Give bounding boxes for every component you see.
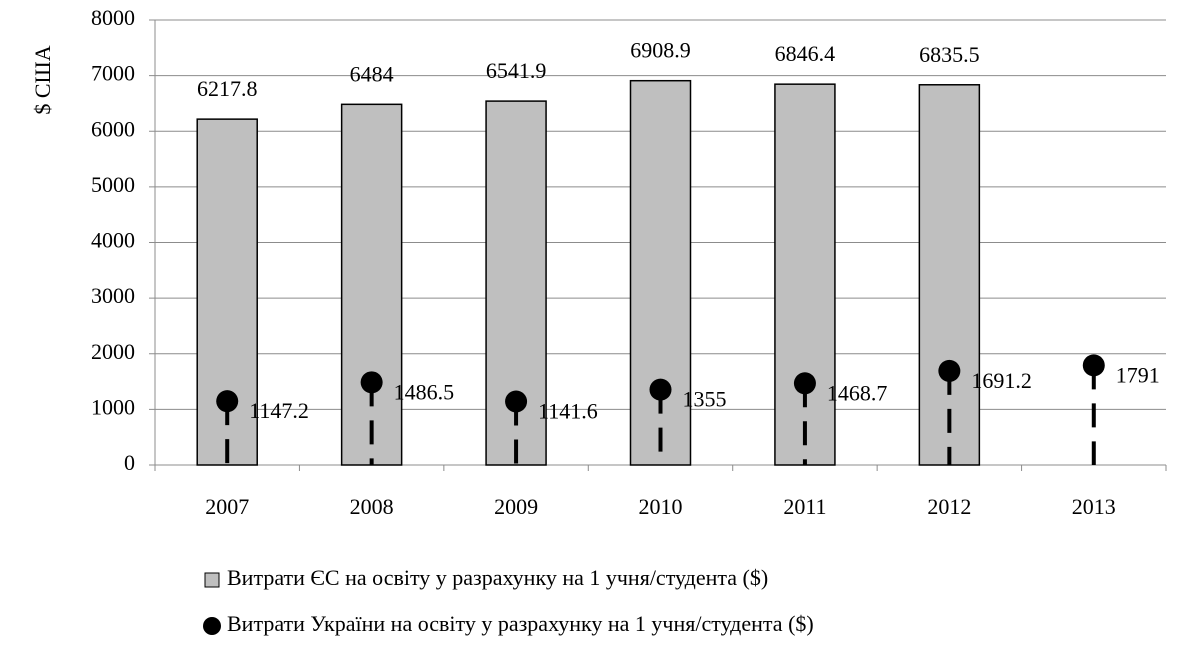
- x-tick-label: 2013: [1072, 494, 1116, 519]
- bar: [340, 103, 403, 466]
- data-label: 6541.9: [486, 58, 547, 83]
- bar: [774, 83, 836, 466]
- y-axis-label: $ США: [30, 45, 55, 114]
- dot: [216, 390, 239, 413]
- data-label: 1468.7: [827, 380, 888, 405]
- y-tick-label: 8000: [91, 5, 135, 30]
- bar: [629, 79, 692, 466]
- data-label: 6484: [350, 61, 394, 86]
- data-label: 1691.2: [971, 368, 1032, 393]
- legend-label: Витрати України на освіту у разрахунку н…: [227, 611, 814, 636]
- legend-swatch: [203, 617, 221, 635]
- data-label: 1486.5: [394, 379, 455, 404]
- x-tick-label: 2009: [494, 494, 538, 519]
- data-label: 1141.6: [538, 399, 598, 424]
- dot: [505, 390, 528, 413]
- data-label: 6908.9: [630, 38, 691, 63]
- y-tick-label: 7000: [91, 61, 135, 86]
- legend-label: Витрати ЄС на освіту у разрахунку на 1 у…: [227, 565, 768, 590]
- y-tick-label: 0: [124, 450, 135, 475]
- dot: [360, 371, 383, 394]
- dot: [793, 372, 816, 395]
- x-tick-label: 2010: [639, 494, 683, 519]
- x-tick-label: 2011: [783, 494, 826, 519]
- bar: [918, 84, 981, 466]
- x-tick-label: 2012: [927, 494, 971, 519]
- y-tick-label: 2000: [91, 339, 135, 364]
- legend-swatch: [204, 572, 220, 588]
- data-label: 6835.5: [919, 42, 980, 67]
- y-tick-label: 4000: [91, 228, 135, 253]
- data-label: 6217.8: [197, 76, 258, 101]
- data-label: 1355: [683, 387, 727, 412]
- bar: [485, 100, 547, 466]
- x-tick-label: 2008: [350, 494, 394, 519]
- dot: [649, 378, 672, 401]
- data-label: 1147.2: [249, 398, 309, 423]
- y-tick-label: 3000: [91, 283, 135, 308]
- dot: [1082, 354, 1105, 377]
- data-label: 1791: [1116, 362, 1160, 387]
- y-tick-label: 5000: [91, 172, 135, 197]
- y-tick-label: 1000: [91, 394, 135, 419]
- x-tick-label: 2007: [205, 494, 249, 519]
- dot: [938, 359, 961, 382]
- y-tick-label: 6000: [91, 116, 135, 141]
- data-label: 6846.4: [775, 41, 836, 66]
